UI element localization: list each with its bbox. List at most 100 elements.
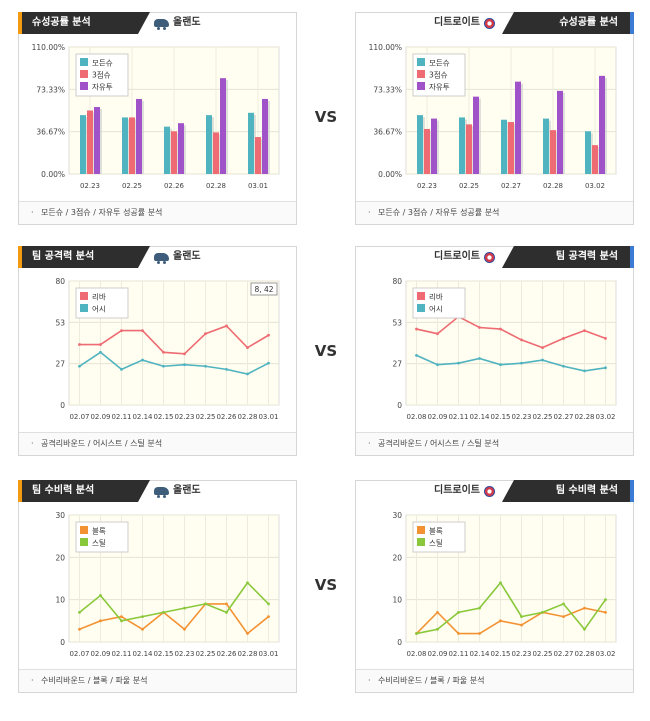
y-tick-label: 36.67%: [36, 128, 65, 137]
bar: [129, 117, 135, 174]
series-line: [79, 325, 269, 355]
x-tick-label: 02.15: [153, 413, 173, 421]
team-name: 디트로이트: [434, 251, 480, 262]
team-label: 올랜도: [154, 480, 201, 502]
x-tick-label: 02.09: [427, 650, 447, 658]
team-label: 디트로이트: [434, 480, 495, 502]
footer-text: 공격리바운드 / 어시스트 / 스틸 분석: [19, 433, 296, 455]
panel-header: 디트로이트 팀 공격력 분석: [356, 246, 634, 268]
y-tick-label: 27: [55, 360, 65, 369]
x-tick-label: 02.09: [90, 413, 110, 421]
team-name: 올랜도: [173, 17, 201, 28]
y-tick-label: 30: [392, 511, 402, 520]
x-tick-label: 02.25: [195, 413, 215, 421]
y-tick-label: 110.00%: [369, 43, 402, 52]
footer-text: 모든슈 / 3점슈 / 자유투 성공률 분석: [356, 202, 633, 224]
data-point: [583, 606, 586, 610]
panel-footer: 공격리바운드 / 어시스트 / 스틸 분석: [19, 432, 296, 455]
data-point: [120, 367, 123, 371]
y-tick-label: 0: [60, 401, 65, 410]
bar: [417, 115, 423, 174]
data-point: [120, 329, 123, 332]
x-tick-label: 02.23: [80, 182, 100, 190]
team-label: 디트로이트: [434, 12, 495, 34]
bar: [262, 98, 268, 174]
panel-footer: 수비리바운드 / 블록 / 파울 분석: [356, 669, 633, 692]
data-point: [604, 598, 607, 602]
panel-header: 슈성공률 분석 올랜도: [18, 12, 296, 34]
legend-label: 블록: [92, 527, 106, 536]
x-tick-label: 02.26: [164, 182, 185, 190]
data-point: [183, 352, 186, 356]
data-point: [436, 610, 439, 614]
data-point: [415, 632, 418, 635]
panel-footer: 수비리바운드 / 블록 / 파울 분석: [19, 669, 296, 692]
chart-offense-left: 0 27 53 80 02.07 02.09 02.11 02.14 02.15 02.23 02.…: [19, 269, 296, 432]
x-tick-label: 02.23: [511, 413, 531, 421]
data-point: [520, 338, 523, 342]
x-tick-label: 02.28: [237, 413, 257, 421]
data-point: [415, 327, 418, 331]
data-point: [604, 610, 607, 614]
x-tick-label: 02.23: [417, 182, 437, 190]
data-point: [246, 372, 249, 376]
bar: [136, 98, 142, 174]
vs-label: VS: [314, 108, 338, 126]
data-point: [436, 332, 439, 336]
legend-label: 자유투: [92, 83, 113, 92]
panel-title: 슈성공률 분석: [502, 12, 634, 34]
flag-icon: [484, 251, 495, 263]
data-point: [225, 324, 228, 328]
data-point: [246, 346, 249, 350]
team-label: 올랜도: [154, 246, 201, 268]
data-point: [499, 581, 502, 585]
x-tick-label: 03.01: [258, 413, 278, 421]
y-tick-label: 20: [55, 553, 65, 562]
panel-defense-left: 팀 수비력 분석 올랜도 0 10 20 30 02.07 02.09 02.11 02.14…: [18, 480, 297, 693]
y-tick-label: 36.67%: [373, 128, 402, 137]
data-point: [225, 602, 228, 606]
x-tick-label: 02.08: [406, 650, 426, 658]
bar: [220, 78, 226, 174]
panel-header: 팀 수비력 분석 올랜도: [18, 480, 296, 502]
data-point: [78, 364, 81, 368]
data-point: [204, 364, 207, 368]
bar: [508, 122, 514, 174]
panel-success-left: 슈성공률 분석 올랜도 0.00% 36.67% 73.33% 110.00% 02.2…: [18, 12, 297, 225]
series-line: [416, 315, 606, 349]
flag-icon: [484, 17, 495, 29]
data-point: [457, 361, 460, 365]
data-point: [415, 354, 418, 357]
bar: [459, 117, 465, 174]
data-point: [604, 336, 607, 340]
legend-swatch: [80, 304, 88, 312]
data-point: [78, 610, 81, 614]
chart-defense-right: 0 10 20 30 02.08 02.09 02.11 02.14 02.15 02.23 02.…: [356, 503, 633, 669]
legend-label: 어시: [429, 304, 443, 314]
data-point: [162, 610, 165, 614]
x-tick-label: 03.02: [595, 650, 615, 658]
panel-footer: 공격리바운드 / 어시스트 / 스틸 분석: [356, 432, 633, 455]
data-point: [541, 610, 544, 614]
panel-header: 디트로이트 슈성공률 분석: [356, 12, 634, 34]
bar: [585, 131, 591, 174]
y-tick-label: 10: [392, 596, 402, 605]
data-point: [225, 367, 228, 371]
data-point: [457, 610, 460, 614]
panel-title: 슈성공률 분석: [18, 12, 150, 34]
x-tick-label: 02.26: [216, 650, 237, 658]
x-tick-label: 02.28: [574, 413, 594, 421]
footer-text: 공격리바운드 / 어시스트 / 스틸 분석: [356, 433, 633, 455]
data-point: [183, 627, 186, 631]
x-tick-label: 02.14: [132, 650, 153, 658]
bar: [206, 115, 212, 174]
footer-text: 모든슈 / 3점슈 / 자유투 성공률 분석: [19, 202, 296, 224]
x-tick-label: 02.27: [553, 650, 573, 658]
x-tick-label: 02.27: [553, 413, 573, 421]
team-name: 올랜도: [173, 251, 201, 262]
data-point: [499, 327, 502, 331]
x-tick-label: 02.28: [237, 650, 257, 658]
car-icon: [154, 253, 169, 264]
x-tick-label: 02.07: [69, 650, 89, 658]
x-tick-label: 02.26: [216, 413, 237, 421]
